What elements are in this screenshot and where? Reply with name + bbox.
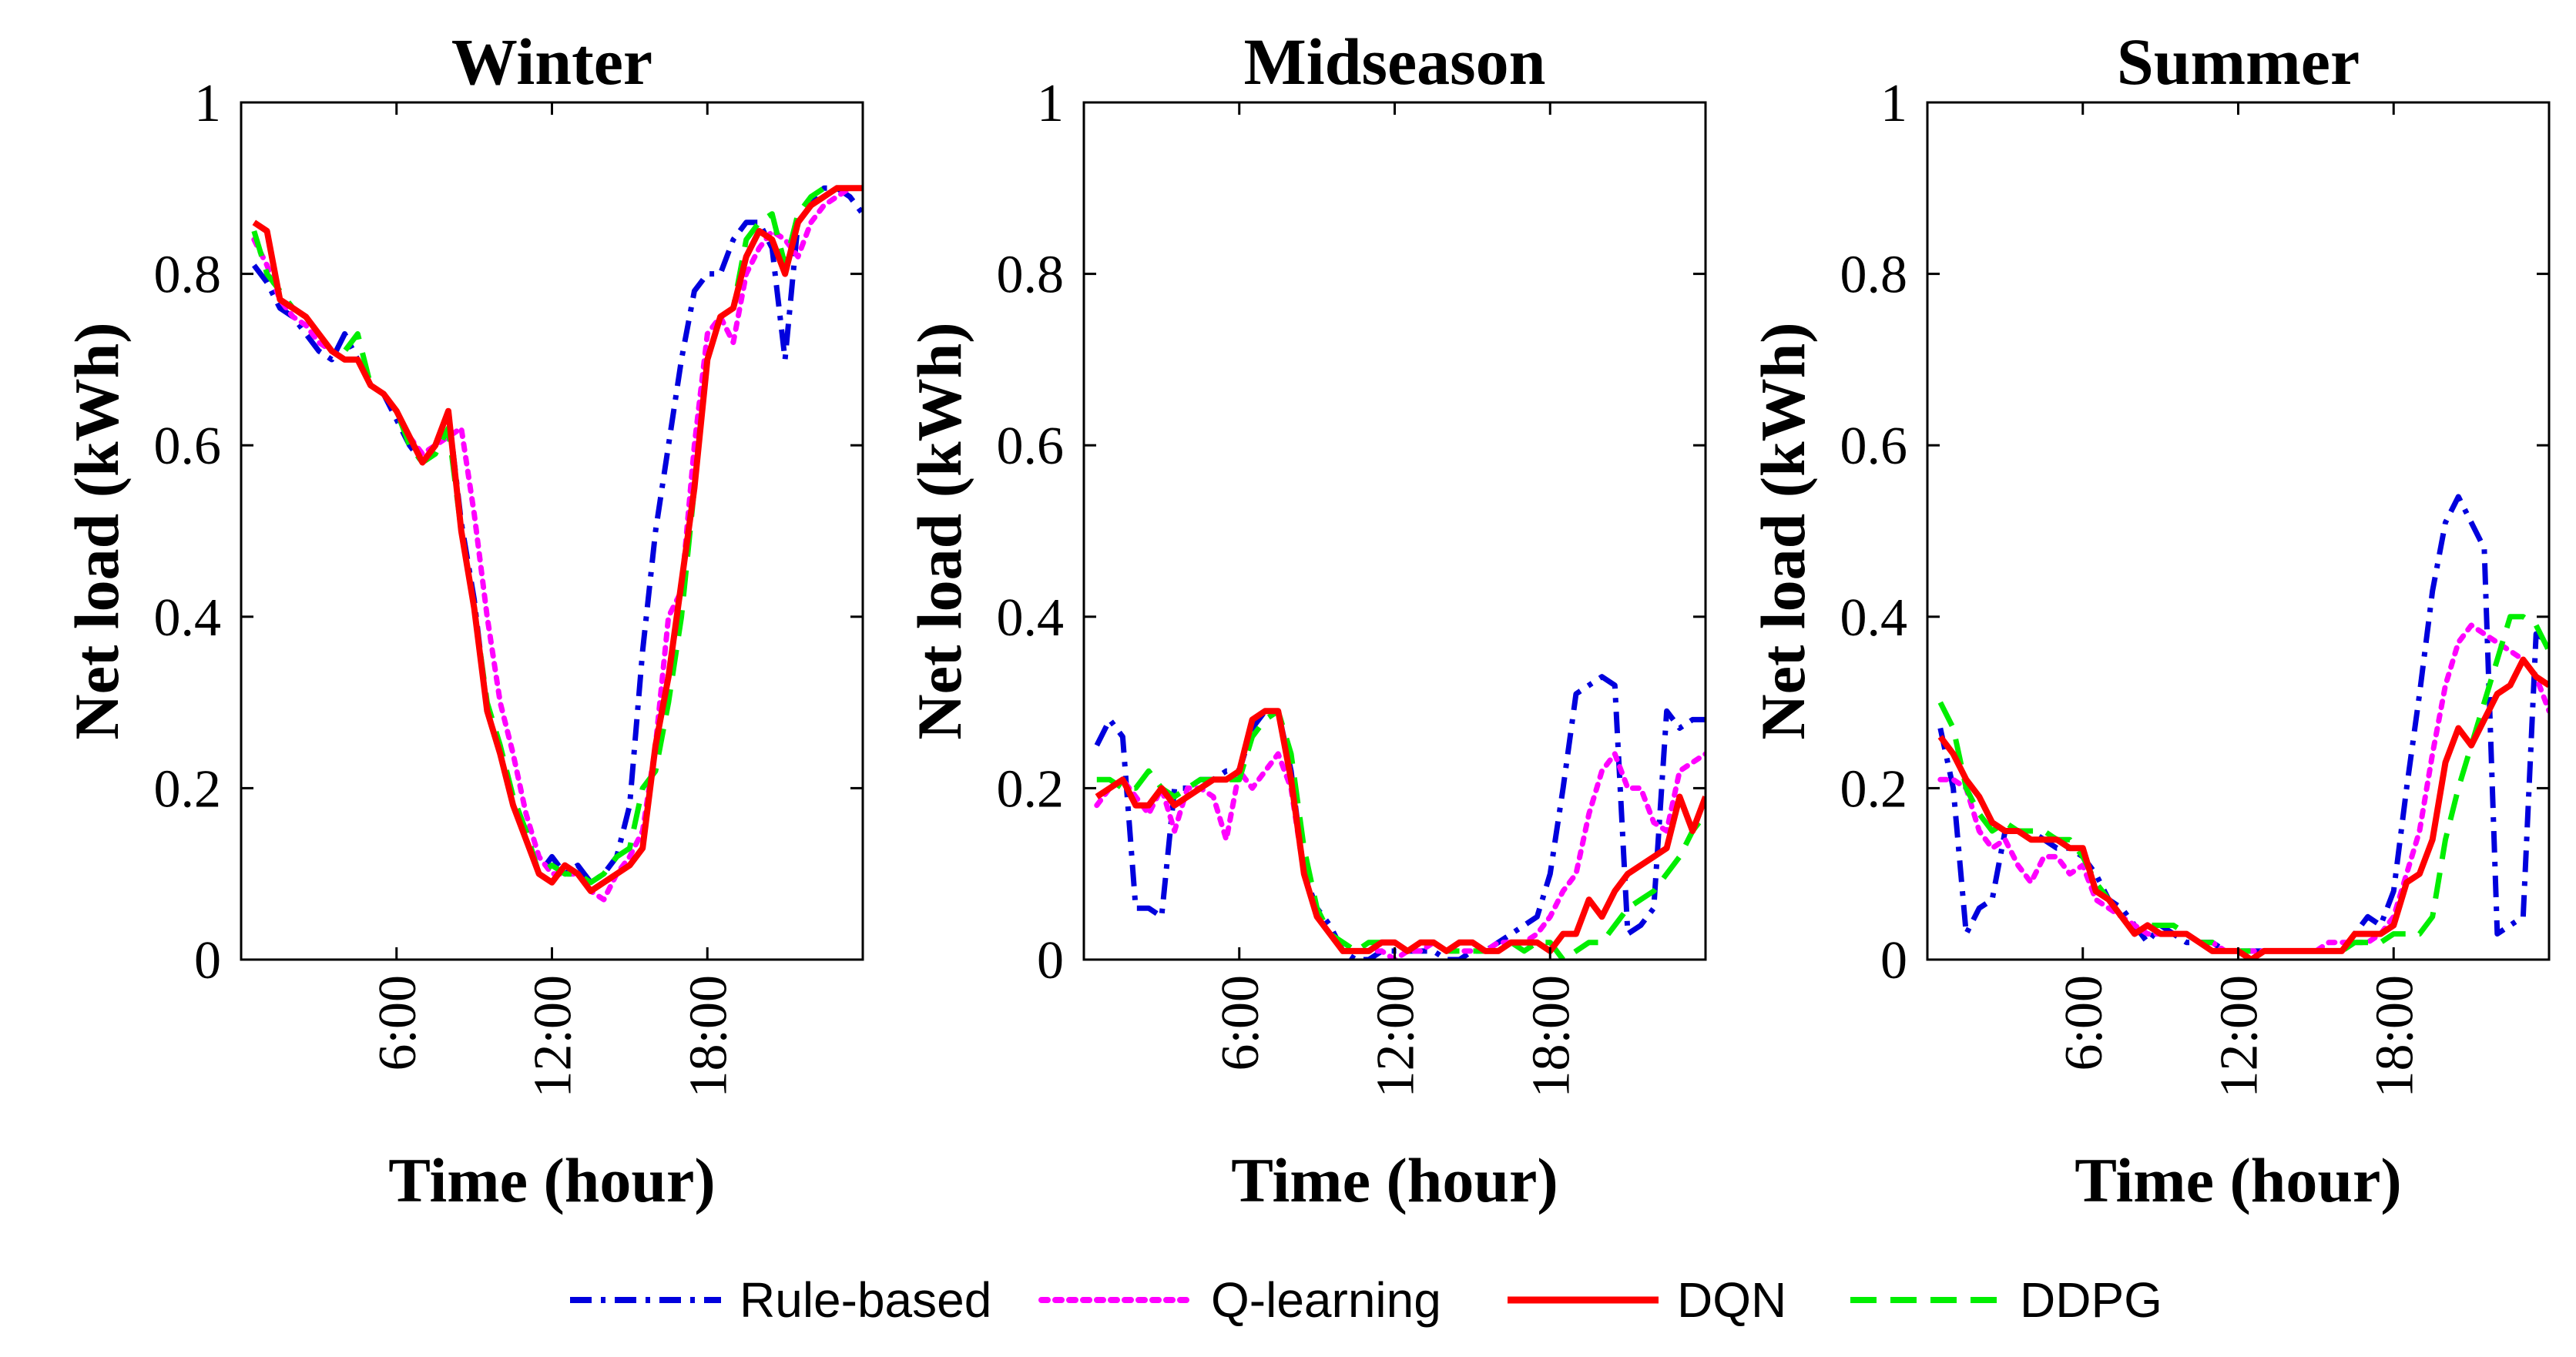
legend-item-q-learning: Q-learning [1038,1272,1441,1328]
x-tick-label: 18:00 [1521,975,1581,1097]
legend-item-ddpg: DDPG [1850,1272,2162,1328]
y-tick-label: 0.8 [997,246,1065,305]
series-group [1094,674,1706,960]
y-tick-label: 0.4 [1840,588,1908,648]
x-tick-label: 18:00 [2365,975,2424,1097]
series-line-ddpg [1937,614,2549,954]
series-line-ddpg [251,185,863,886]
series-line-q-learning [1937,622,2549,954]
y-tick-label: 1 [1037,74,1064,133]
chart-title: Winter [451,25,652,99]
series-line-q-learning [251,185,863,903]
x-tick-label: 12:00 [1367,975,1426,1097]
y-tick-label: 0.4 [154,588,222,648]
y-tick-label: 0.8 [154,246,222,305]
x-tick-label: 12:00 [2210,975,2269,1097]
x-tick-label: 18:00 [679,975,738,1097]
legend-label: DQN [1677,1272,1786,1328]
y-tick-label: 0.6 [1840,417,1908,476]
y-tick-label: 0.4 [997,588,1065,648]
series-line-dqn [1937,656,2549,960]
series-group [251,185,863,903]
x-tick-label: 6:00 [2054,975,2114,1071]
x-tick-label: 6:00 [1211,975,1270,1071]
chart-title: Midseason [1244,25,1546,99]
series-line-ddpg [1096,708,1706,960]
chart-panel-summer: Summer 0 0.2 0.4 0.6 0.8 1 6:00 12:00 18:00 Time (… [1748,25,2551,1215]
series-line-dqn [1095,708,1706,954]
legend-item-rule-based: Rule-based [570,1272,991,1328]
y-tick-label: 0.6 [154,417,222,476]
series-line-dqn [252,185,863,894]
legend: Rule-based Q-learning DQN DDPG [570,1272,2162,1328]
legend-label: Rule-based [740,1272,991,1328]
x-tick-label: 12:00 [524,975,583,1097]
y-tick-label: 0.2 [154,759,222,819]
y-tick-label: 0.2 [1840,759,1908,819]
y-tick-label: 0.8 [1840,246,1908,305]
legend-label: DDPG [2020,1272,2162,1328]
y-tick-label: 0 [1880,931,1907,990]
y-tick-label: 1 [1880,74,1907,133]
x-axis-label: Time (hour) [2075,1145,2401,1215]
y-tick-label: 1 [194,74,221,133]
y-tick-label: 0 [194,931,221,990]
x-axis-label: Time (hour) [1231,1145,1558,1215]
legend-label: Q-learning [1211,1272,1441,1328]
y-axis-label: Net load (kWh) [1748,322,1818,739]
y-axis-label: Net load (kWh) [62,322,132,739]
plot-frame [240,101,864,961]
chart-panels: Winter 0 0.2 0.4 0.6 0.8 1 6:00 12:00 18:00 Time (… [62,25,2551,1215]
y-tick-label: 0.6 [997,417,1065,476]
x-axis-label: Time (hour) [388,1145,715,1215]
y-tick-label: 0 [1037,931,1064,990]
y-axis-label: Net load (kWh) [904,322,974,739]
chart-panel-winter: Winter 0 0.2 0.4 0.6 0.8 1 6:00 12:00 18:00 Time (… [62,25,864,1215]
chart-panel-midseason: Midseason 0 0.2 0.4 0.6 0.8 1 6:00 12:00 18:00 Tim… [904,25,1707,1215]
y-tick-label: 0.2 [997,759,1065,819]
series-line-rule-based [252,185,863,886]
series-line-rule-based [1094,674,1706,960]
x-tick-label: 6:00 [368,975,428,1071]
series-group [1937,494,2549,960]
chart-title: Summer [2117,25,2360,99]
legend-item-dqn: DQN [1508,1272,1786,1328]
